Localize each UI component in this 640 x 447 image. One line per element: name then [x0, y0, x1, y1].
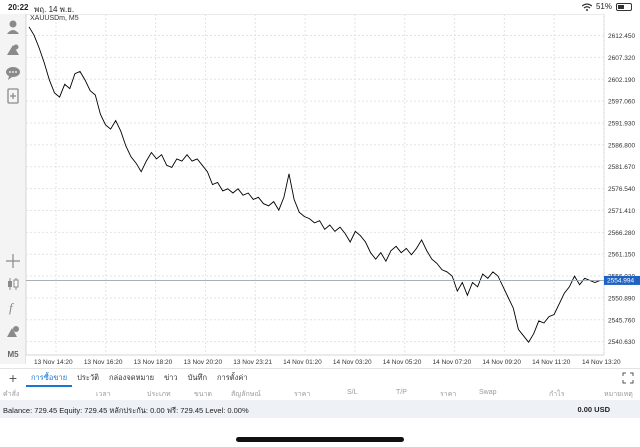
- x-tick-label: 14 Nov 03:20: [333, 359, 372, 366]
- x-tick-label: 14 Nov 11:20: [532, 359, 571, 366]
- price-line: [28, 26, 601, 343]
- x-tick-label: 14 Nov 01:20: [283, 359, 322, 366]
- signal-icon[interactable]: [4, 40, 22, 58]
- chart-canvas[interactable]: 2612.450 2607.320 2602.190 2597.060 2591.930…: [26, 14, 640, 368]
- status-bar: 20:22 พฤ. 14 พ.ย. 51%: [0, 0, 640, 14]
- col-sl: S/L: [347, 389, 358, 396]
- timeframe-label: M5: [7, 349, 19, 359]
- y-tick-label: 2612.450: [608, 33, 635, 40]
- col-tp: T/P: [396, 389, 407, 396]
- price-chart[interactable]: 2612.450 2607.320 2602.190 2597.060 2591.930…: [26, 14, 640, 368]
- tab-trade[interactable]: การซื้อขาย: [26, 369, 73, 387]
- y-tick-label: 2545.760: [608, 317, 635, 324]
- col-type: ประเภท: [147, 391, 171, 398]
- col-swap: Swap: [479, 389, 497, 396]
- status-right: 51%: [581, 2, 632, 11]
- status-time: 20:22: [8, 3, 29, 12]
- tab-news[interactable]: ข่าว: [164, 372, 178, 382]
- x-tick-label: 14 Nov 05:20: [383, 359, 422, 366]
- current-price-box: [604, 275, 640, 285]
- home-indicator[interactable]: [236, 437, 404, 442]
- y-tick-label: 2566.280: [608, 230, 635, 237]
- chart-toolbar: f M5: [0, 14, 26, 364]
- x-tick-label: 14 Nov 13:20: [582, 359, 621, 366]
- status-date: พฤ. 14 พ.ย.: [34, 5, 75, 14]
- total-profit: 0.00 USD: [577, 405, 610, 414]
- x-tick-label: 13 Nov 18:20: [134, 359, 173, 366]
- objects-icon[interactable]: [4, 322, 22, 340]
- x-tick-label: 13 Nov 16:20: [84, 359, 123, 366]
- col-symbol: สัญลักษณ์: [231, 391, 261, 398]
- timeframe-button[interactable]: M5: [4, 345, 22, 363]
- y-tick-label: 2602.190: [608, 77, 635, 84]
- y-tick-label: 2591.930: [608, 120, 635, 127]
- function-icon[interactable]: f: [4, 298, 22, 316]
- battery-percent: 51%: [595, 2, 612, 11]
- account-summary: Balance: 729.45 Equity: 729.45 หลักประกั…: [3, 406, 249, 415]
- col-current-price: ราคา: [440, 391, 457, 398]
- crosshair-icon[interactable]: [4, 252, 22, 270]
- y-tick-label: 2581.670: [608, 164, 635, 171]
- expand-icon[interactable]: [622, 372, 634, 384]
- svg-text:f: f: [9, 300, 15, 315]
- col-time: เวลา: [96, 391, 111, 398]
- x-tick-label: 14 Nov 07:20: [433, 359, 472, 366]
- y-tick-label: 2586.800: [608, 142, 635, 149]
- col-comment: หมายเหตุ: [604, 391, 633, 398]
- candlestick-icon[interactable]: [4, 275, 22, 293]
- tab-mailbox[interactable]: กล่องจดหมาย: [109, 372, 155, 382]
- y-tick-label: 2576.540: [608, 186, 635, 193]
- battery-icon: [616, 2, 632, 11]
- y-tick-label: 2550.890: [608, 295, 635, 302]
- col-order: คำสั่ง: [3, 391, 20, 398]
- x-tick-label: 13 Nov 14:20: [34, 359, 73, 366]
- col-price: ราคา: [294, 391, 311, 398]
- current-price-label: 2554.994: [607, 278, 634, 285]
- positions-table-header: คำสั่ง เวลา ประเภท ขนาด สัญลักษณ์ ราคา S…: [0, 386, 640, 400]
- x-tick-label: 14 Nov 09:20: [482, 359, 521, 366]
- y-tick-label: 2607.320: [608, 55, 635, 62]
- y-tick-label: 2571.410: [608, 208, 635, 215]
- add-icon[interactable]: +: [8, 369, 18, 386]
- x-tick-label: 13 Nov 20:20: [183, 359, 222, 366]
- wifi-icon: [581, 2, 592, 11]
- col-profit: กำไร: [549, 391, 565, 398]
- tab-history[interactable]: ประวัติ: [77, 372, 100, 382]
- chart-symbol-label: XAUUSDm, M5: [30, 15, 79, 22]
- col-volume: ขนาด: [194, 391, 213, 398]
- account-icon[interactable]: [4, 18, 22, 36]
- account-summary-row: Balance: 729.45 Equity: 729.45 หลักประกั…: [0, 400, 640, 418]
- tab-journal[interactable]: บันทึก: [187, 372, 208, 382]
- tab-settings[interactable]: การตั้งค่า: [217, 372, 248, 382]
- terminal-tabs: + การซื้อขาย ประวัติ กล่องจดหมาย ข่าว บั…: [0, 368, 640, 387]
- y-tick-label: 2561.150: [608, 252, 635, 259]
- y-tick-label: 2597.060: [608, 99, 635, 106]
- y-tick-label: 2540.630: [608, 339, 635, 346]
- x-tick-label: 13 Nov 23:21: [233, 359, 272, 366]
- chat-icon[interactable]: [4, 64, 22, 82]
- add-document-icon[interactable]: [4, 87, 22, 105]
